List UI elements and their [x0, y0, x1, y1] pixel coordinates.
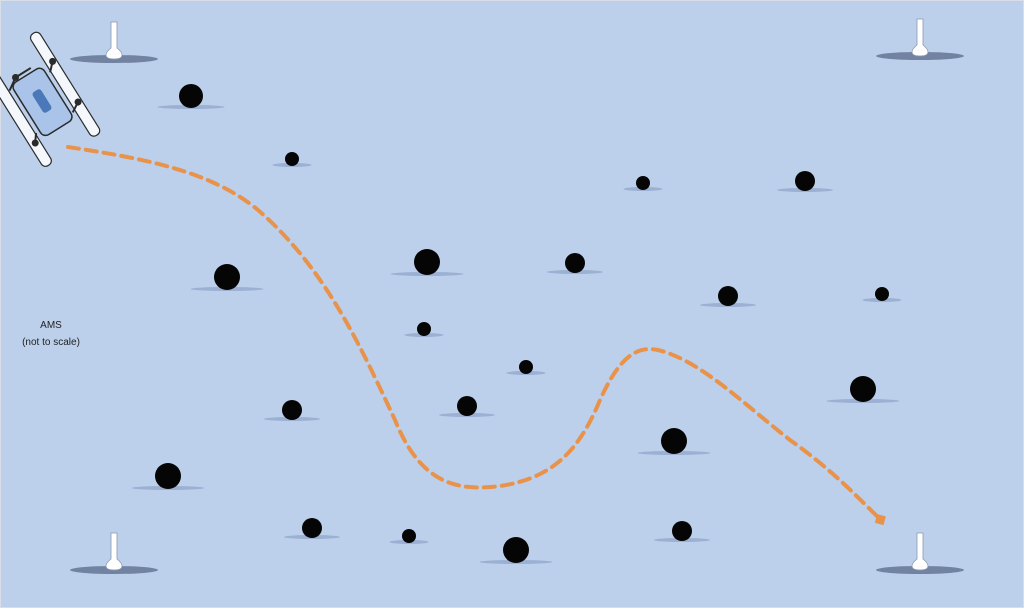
nodule-icon [672, 521, 692, 541]
ams-scale-note: (not to scale) [22, 337, 80, 348]
marker-post [911, 532, 929, 571]
nodule-icon [417, 322, 431, 336]
marker-post [105, 21, 123, 60]
nodule-icon [565, 253, 585, 273]
nodule-icon [519, 360, 533, 374]
seabed-marker-icon [876, 532, 964, 574]
markers-group [70, 18, 964, 574]
robot-joint [49, 57, 57, 65]
nodule-icon [661, 428, 687, 454]
nodule-icon [214, 264, 240, 290]
nodule-icon [179, 84, 203, 108]
seabed-marker-icon [70, 21, 158, 63]
ams-vehicle-icon [0, 31, 101, 167]
nodule-icon [302, 518, 322, 538]
arrow-head-icon [874, 514, 886, 526]
nodule-icon [457, 396, 477, 416]
robot-joint [12, 73, 20, 81]
nodule-icon [636, 176, 650, 190]
seabed-marker-icon [70, 532, 158, 574]
robot-joint [74, 98, 82, 106]
nodules-group [131, 84, 902, 564]
robot-joint [31, 139, 39, 147]
robot-path [66, 145, 882, 521]
nodule-icon [402, 529, 416, 543]
robot-panel [32, 89, 52, 113]
marker-post [105, 532, 123, 571]
nodule-icon [155, 463, 181, 489]
marker-post [911, 18, 929, 57]
nodule-icon [795, 171, 815, 191]
nodule-icon [850, 376, 876, 402]
ams-label: AMS [40, 320, 62, 331]
nodule-icon [285, 152, 299, 166]
nodule-icon [503, 537, 529, 563]
seabed-marker-icon [876, 18, 964, 60]
robot-pontoon-right [29, 31, 101, 137]
nodule-icon [718, 286, 738, 306]
nodule-icon [282, 400, 302, 420]
nodule-icon [875, 287, 889, 301]
nodule-icon [414, 249, 440, 275]
